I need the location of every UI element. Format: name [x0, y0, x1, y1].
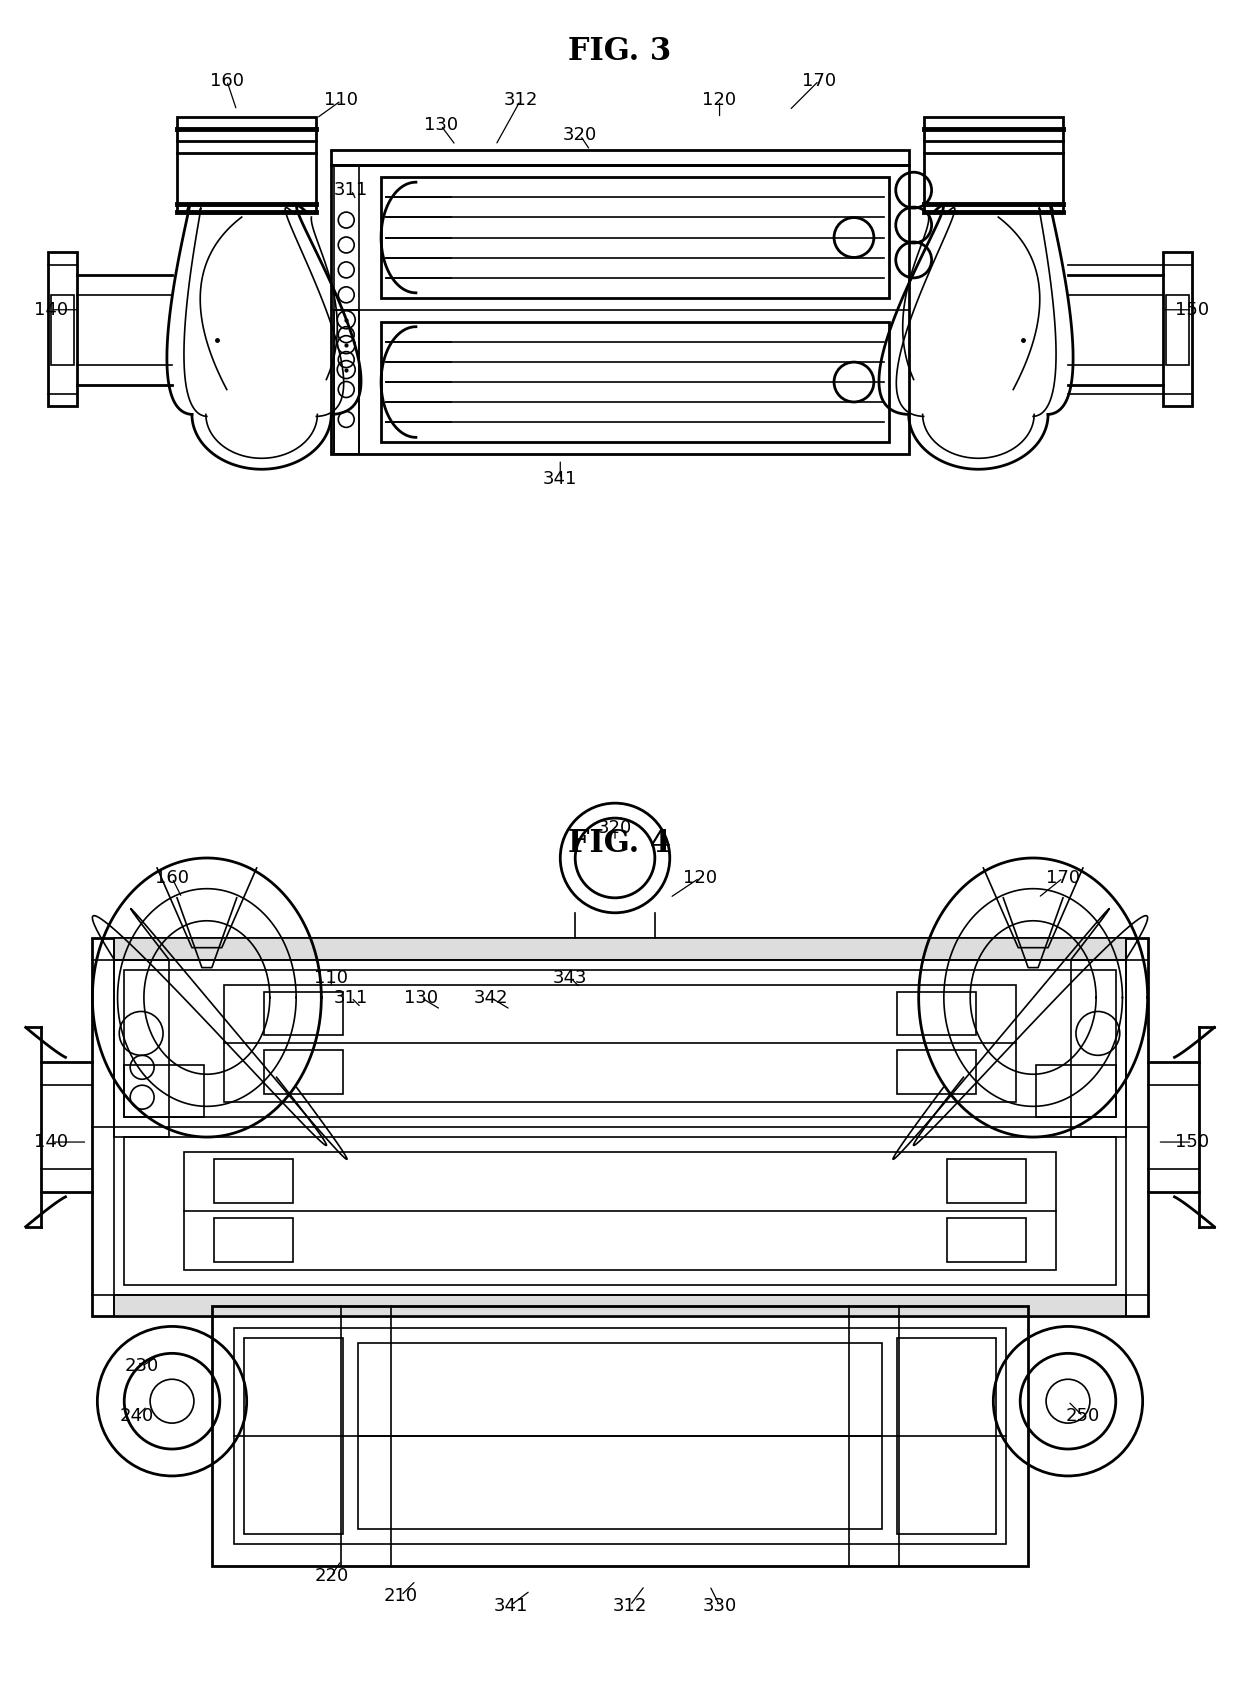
Bar — [223, 985, 1017, 1102]
Text: 343: 343 — [553, 968, 588, 987]
Bar — [924, 117, 1063, 212]
Text: 311: 311 — [334, 988, 368, 1007]
Bar — [331, 151, 909, 165]
Bar — [1037, 1065, 1116, 1117]
Text: 250: 250 — [1066, 1408, 1100, 1425]
Text: 220: 220 — [314, 1567, 348, 1584]
Bar — [1163, 251, 1193, 406]
Text: 110: 110 — [314, 968, 348, 987]
Text: 230: 230 — [125, 1357, 159, 1375]
Text: 130: 130 — [424, 117, 458, 134]
Bar — [381, 321, 889, 443]
Text: 341: 341 — [494, 1596, 528, 1615]
Bar — [124, 1065, 203, 1117]
Text: 150: 150 — [1176, 301, 1209, 319]
Bar — [124, 1138, 1116, 1285]
Text: FIG. 3: FIG. 3 — [568, 36, 672, 66]
Bar — [897, 992, 976, 1036]
Text: 240: 240 — [120, 1408, 154, 1425]
Bar — [946, 1217, 1027, 1262]
Bar — [51, 295, 74, 365]
Text: 130: 130 — [404, 988, 438, 1007]
Text: 140: 140 — [33, 301, 68, 319]
Text: 342: 342 — [474, 988, 508, 1007]
Text: 320: 320 — [598, 818, 632, 837]
Bar — [244, 1338, 343, 1533]
Bar — [92, 937, 1148, 1316]
Text: 341: 341 — [543, 470, 578, 489]
Bar — [331, 165, 909, 455]
Text: 210: 210 — [384, 1586, 418, 1605]
Text: 320: 320 — [563, 126, 598, 144]
Text: 150: 150 — [1176, 1133, 1209, 1151]
Bar — [897, 1051, 976, 1094]
Bar — [213, 1160, 294, 1202]
Bar — [946, 1160, 1027, 1202]
Bar — [264, 1051, 343, 1094]
Text: 170: 170 — [1047, 869, 1080, 886]
Bar — [381, 177, 889, 297]
Text: 330: 330 — [702, 1596, 737, 1615]
Bar — [114, 937, 1126, 959]
Text: 170: 170 — [802, 71, 836, 90]
Text: 140: 140 — [33, 1133, 68, 1151]
Text: FIG. 4: FIG. 4 — [568, 829, 672, 859]
Bar — [358, 1343, 882, 1528]
Text: 311: 311 — [334, 182, 368, 199]
Bar — [212, 1306, 1028, 1566]
Bar — [233, 1328, 1007, 1543]
Text: 312: 312 — [503, 92, 538, 109]
Text: 312: 312 — [613, 1596, 647, 1615]
Bar — [47, 251, 77, 406]
Bar — [264, 992, 343, 1036]
Bar — [335, 165, 360, 455]
Text: 120: 120 — [703, 92, 737, 109]
Bar — [335, 309, 360, 455]
Bar — [114, 1294, 1126, 1316]
Bar — [213, 1217, 294, 1262]
Bar — [124, 970, 1116, 1117]
Text: 160: 160 — [210, 71, 244, 90]
Text: 120: 120 — [682, 869, 717, 886]
Bar — [1071, 959, 1126, 1138]
Bar — [184, 1151, 1056, 1270]
Bar — [114, 959, 169, 1138]
Text: 160: 160 — [155, 869, 188, 886]
Bar — [1166, 295, 1189, 365]
Bar — [897, 1338, 996, 1533]
Text: 110: 110 — [324, 92, 358, 109]
Bar — [177, 117, 316, 212]
